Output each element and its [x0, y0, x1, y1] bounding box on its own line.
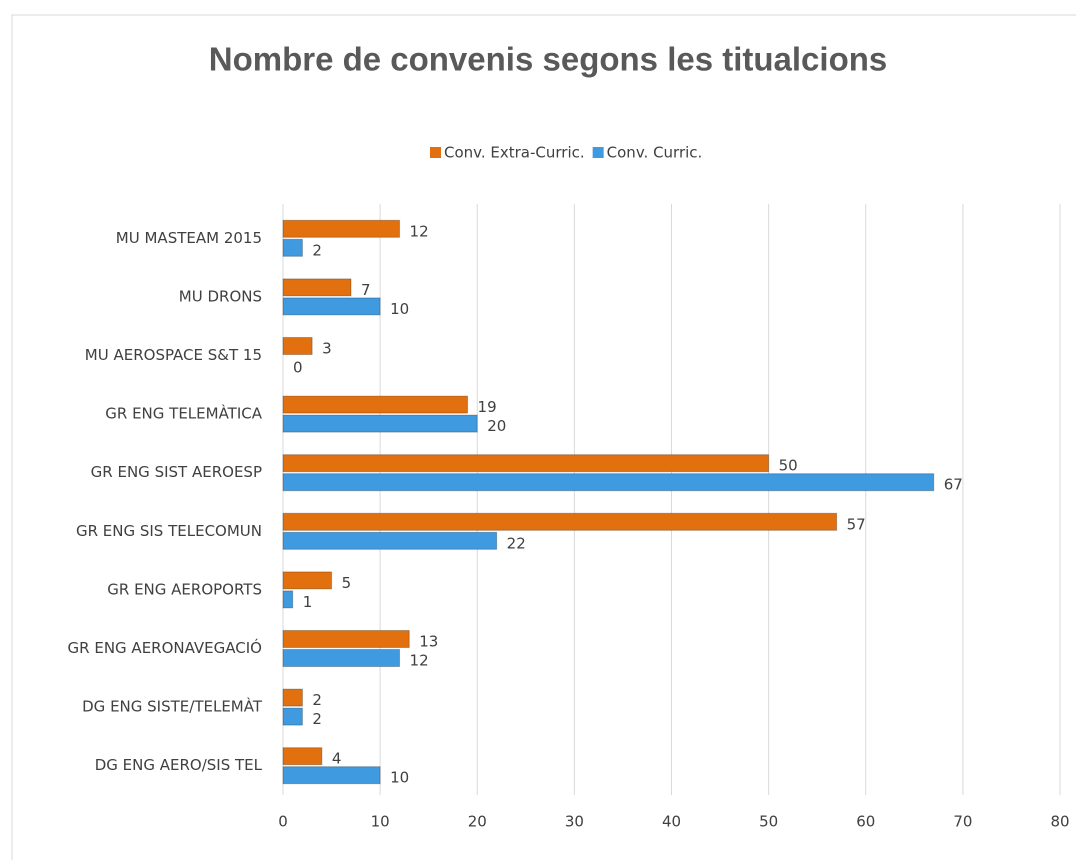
data-label: 19 — [478, 398, 497, 416]
legend-swatch — [430, 147, 441, 158]
legend-label: Conv. Extra-Curric. — [444, 144, 585, 162]
bar — [282, 238, 303, 257]
bar — [282, 590, 294, 609]
bar — [282, 297, 381, 316]
data-label: 2 — [312, 691, 322, 709]
bar — [282, 512, 838, 531]
data-label: 7 — [361, 281, 371, 299]
y-tick-label: GR ENG SIS TELECOMUN — [76, 522, 262, 540]
x-tick-label: 80 — [1050, 813, 1069, 831]
x-tick-label: 50 — [759, 813, 778, 831]
legend-swatch — [592, 147, 604, 158]
data-label: 10 — [390, 300, 409, 318]
data-label: 22 — [507, 534, 526, 552]
bar — [282, 219, 401, 238]
bar — [282, 473, 935, 492]
data-label: 50 — [779, 457, 798, 475]
y-tick-label: MU MASTEAM 2015 — [116, 229, 262, 247]
bar — [282, 278, 352, 297]
chart-title: Nombre de convenis segons les titualcion… — [209, 41, 888, 78]
data-label: 2 — [312, 710, 322, 728]
y-tick-label: GR ENG AEROPORTS — [107, 580, 262, 598]
bar — [282, 707, 303, 726]
bar — [282, 571, 333, 590]
data-label: 57 — [847, 515, 866, 533]
data-label: 20 — [487, 417, 506, 435]
y-tick-label: GR ENG SIST AEROESP — [91, 463, 262, 481]
x-tick-label: 10 — [371, 813, 390, 831]
chart-border — [11, 14, 1076, 860]
data-label: 13 — [419, 633, 438, 651]
x-tick-label: 20 — [468, 813, 487, 831]
data-label: 2 — [312, 241, 322, 259]
x-tick-label: 70 — [953, 813, 972, 831]
data-label: 0 — [293, 359, 303, 377]
data-label: 12 — [410, 652, 429, 670]
bar — [282, 454, 770, 473]
data-label: 4 — [332, 750, 342, 768]
data-label: 67 — [944, 476, 963, 494]
x-tick-label: 30 — [565, 813, 584, 831]
data-label: 12 — [410, 222, 429, 240]
y-tick-label: MU DRONS — [179, 287, 262, 305]
y-tick-label: GR ENG AERONAVEGACIÓ — [68, 638, 262, 657]
x-tick-label: 40 — [662, 813, 681, 831]
bar — [282, 630, 410, 648]
bar — [282, 531, 498, 550]
bar — [282, 414, 478, 433]
bar — [282, 649, 401, 667]
y-tick-label: GR ENG TELEMÀTICA — [105, 404, 262, 423]
bar — [282, 688, 303, 707]
data-label: 1 — [303, 593, 313, 611]
data-label: 3 — [322, 340, 332, 358]
x-tick-label: 0 — [278, 813, 288, 831]
bar — [282, 747, 323, 766]
legend-label: Conv. Curric. — [607, 144, 703, 162]
y-tick-label: DG ENG SISTE/TELEMÀT — [82, 697, 263, 716]
y-tick-label: MU AEROSPACE S&T 15 — [85, 346, 262, 364]
data-label: 10 — [390, 769, 409, 787]
y-tick-label: DG ENG AERO/SIS TEL — [95, 756, 263, 774]
bar — [282, 766, 381, 785]
bar — [282, 395, 469, 414]
data-label: 5 — [342, 574, 352, 592]
x-tick-label: 60 — [856, 813, 875, 831]
bar — [282, 337, 313, 355]
